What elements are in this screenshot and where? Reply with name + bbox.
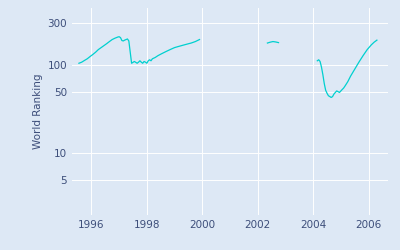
Y-axis label: World Ranking: World Ranking xyxy=(33,74,43,149)
